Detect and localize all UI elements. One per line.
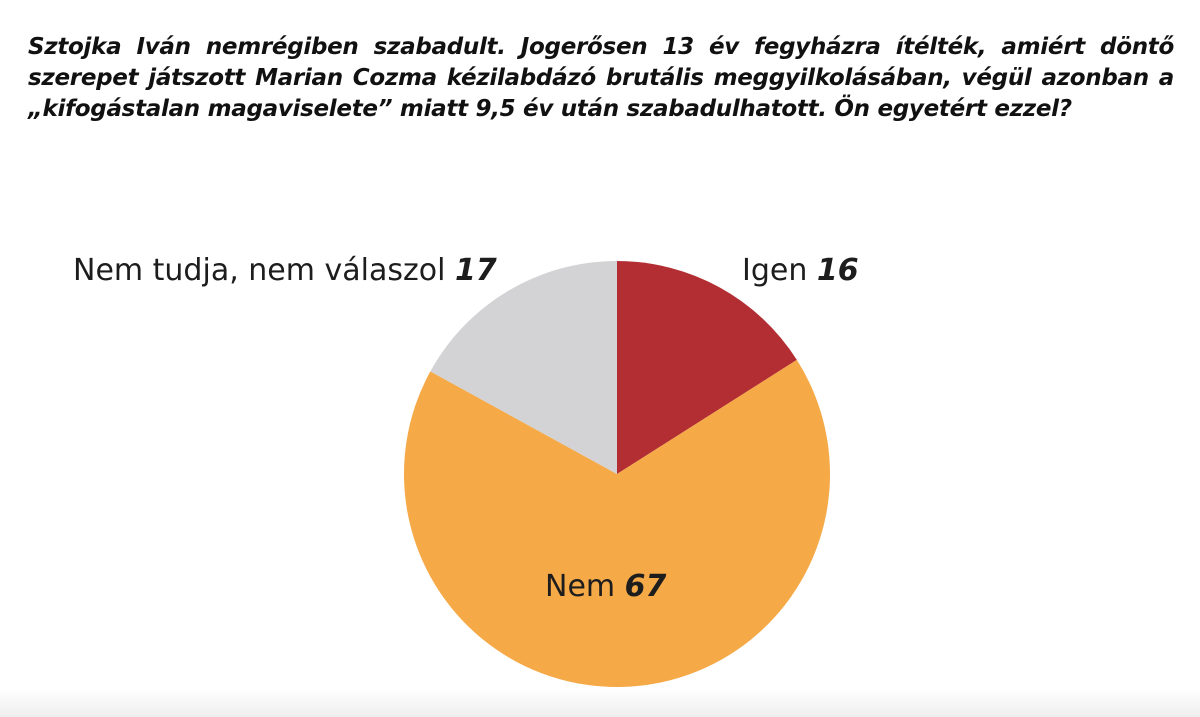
bottom-shade: [0, 689, 1200, 717]
slice-label-nem-tudja-nem-valaszol: Nem tudja, nem válaszol 17: [73, 253, 497, 288]
slice-value: 16: [817, 253, 859, 288]
pie-slice-igen: [617, 261, 797, 474]
slice-label-text: Igen: [742, 253, 817, 288]
slice-value: 67: [625, 569, 667, 604]
slice-label-nem: Nem 67: [545, 569, 667, 604]
slice-value: 17: [455, 253, 497, 288]
slice-label-text: Nem: [545, 569, 625, 604]
slice-label-text: Nem tudja, nem válaszol: [73, 253, 455, 288]
pie-slice-nem-tudja-nem-valaszol: [430, 261, 617, 474]
slice-label-igen: Igen 16: [742, 253, 859, 288]
question-text: Sztojka Iván nemrégiben szabadult. Joger…: [28, 34, 1174, 122]
pie-slice-nem: [404, 359, 831, 687]
